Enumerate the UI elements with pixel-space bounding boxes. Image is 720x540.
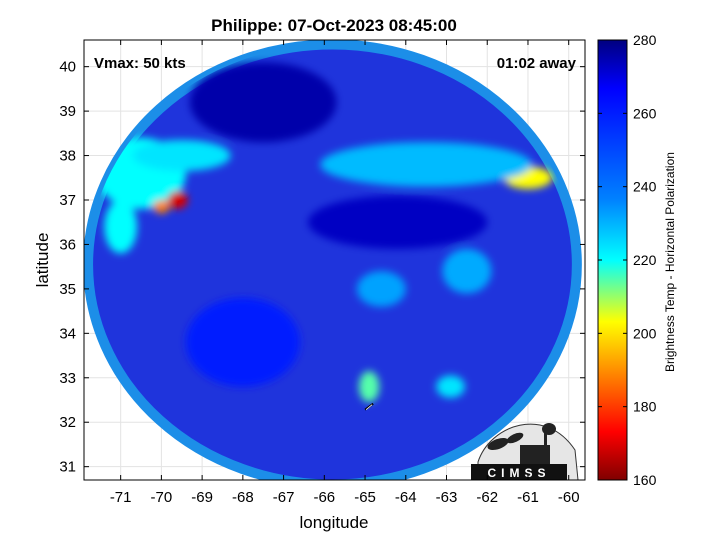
tb-feature: [356, 271, 406, 307]
tb-feature: [185, 297, 300, 387]
colorbar: [597, 39, 628, 481]
colorbar-tick-label: 160: [633, 472, 657, 488]
tb-feature: [308, 195, 488, 249]
y-tick-label: 40: [59, 59, 76, 76]
colorbar-tick-label: 280: [633, 32, 657, 48]
y-tick-label: 36: [59, 236, 76, 253]
y-axis-label: latitude: [33, 233, 52, 288]
logo-dish-icon-2: [506, 432, 524, 444]
x-tick-label: -68: [232, 489, 254, 506]
tb-feature: [320, 142, 533, 187]
y-tick-label: 38: [59, 148, 76, 165]
y-tick-label: 37: [59, 192, 76, 209]
axis-ticks: -71 -70 -69 -68 -67 -66 -65 -64 -63 -62 -61 -60 31 32…: [59, 40, 585, 506]
x-tick-label: -63: [436, 489, 458, 506]
logo-tower: [544, 432, 547, 464]
tb-feature: [153, 200, 170, 214]
x-tick-label: -66: [313, 489, 335, 506]
y-tick-label: 39: [59, 103, 76, 120]
logo-building: [520, 445, 550, 465]
colorbar-tick-label: 200: [633, 325, 657, 341]
storm-center-marker-highlight: [365, 404, 373, 410]
storm-layer: [364, 402, 374, 411]
colorbar-label: Brightness Temp - Horizontal Polarizatio…: [663, 152, 677, 372]
x-tick-label: -67: [273, 489, 295, 506]
colorbar-tick-label: 180: [633, 399, 657, 415]
y-tick-label: 34: [59, 325, 76, 342]
x-tick-label: -69: [191, 489, 213, 506]
x-tick-label: -65: [354, 489, 376, 506]
tb-feature: [436, 375, 465, 398]
tb-feature: [132, 140, 231, 172]
x-tick-label: -62: [476, 489, 498, 506]
tb-feature: [358, 371, 380, 403]
colorbar-tick-label: 240: [633, 179, 657, 195]
tb-feature: [167, 191, 188, 209]
time-away-label: 01:02 away: [497, 55, 577, 72]
logo-text: CIMSS: [487, 466, 550, 480]
chart-title: Philippe: 07-Oct-2023 08:45:00: [211, 16, 457, 35]
cimss-logo: CIMSS: [471, 423, 579, 481]
tb-feature: [442, 248, 492, 294]
colorbar-tick-label: 220: [633, 252, 657, 268]
y-tick-label: 32: [59, 414, 76, 431]
colorbar-ticks: 160 180 200 220 240 260 280: [598, 32, 657, 488]
logo-banner: [471, 464, 567, 480]
x-tick-label: -70: [151, 489, 173, 506]
plot-border: [83, 39, 586, 481]
tb-feature: [104, 200, 137, 254]
y-tick-label: 33: [59, 370, 76, 387]
x-tick-label: -64: [395, 489, 417, 506]
logo-water-tower-icon: [542, 423, 556, 435]
swath-features: [96, 62, 553, 403]
x-tick-label: -61: [517, 489, 539, 506]
y-tick-label: 35: [59, 281, 76, 298]
x-tick-label: -71: [110, 489, 132, 506]
tb-feature: [189, 62, 337, 143]
vmax-label: Vmax: 50 kts: [94, 55, 186, 72]
x-tick-label: -60: [558, 489, 580, 506]
colorbar-tick-label: 260: [633, 105, 657, 121]
x-axis-label: longitude: [299, 513, 368, 532]
logo-dish-icon: [487, 437, 509, 451]
y-tick-label: 31: [59, 459, 76, 476]
swath-layer: [84, 40, 582, 480]
